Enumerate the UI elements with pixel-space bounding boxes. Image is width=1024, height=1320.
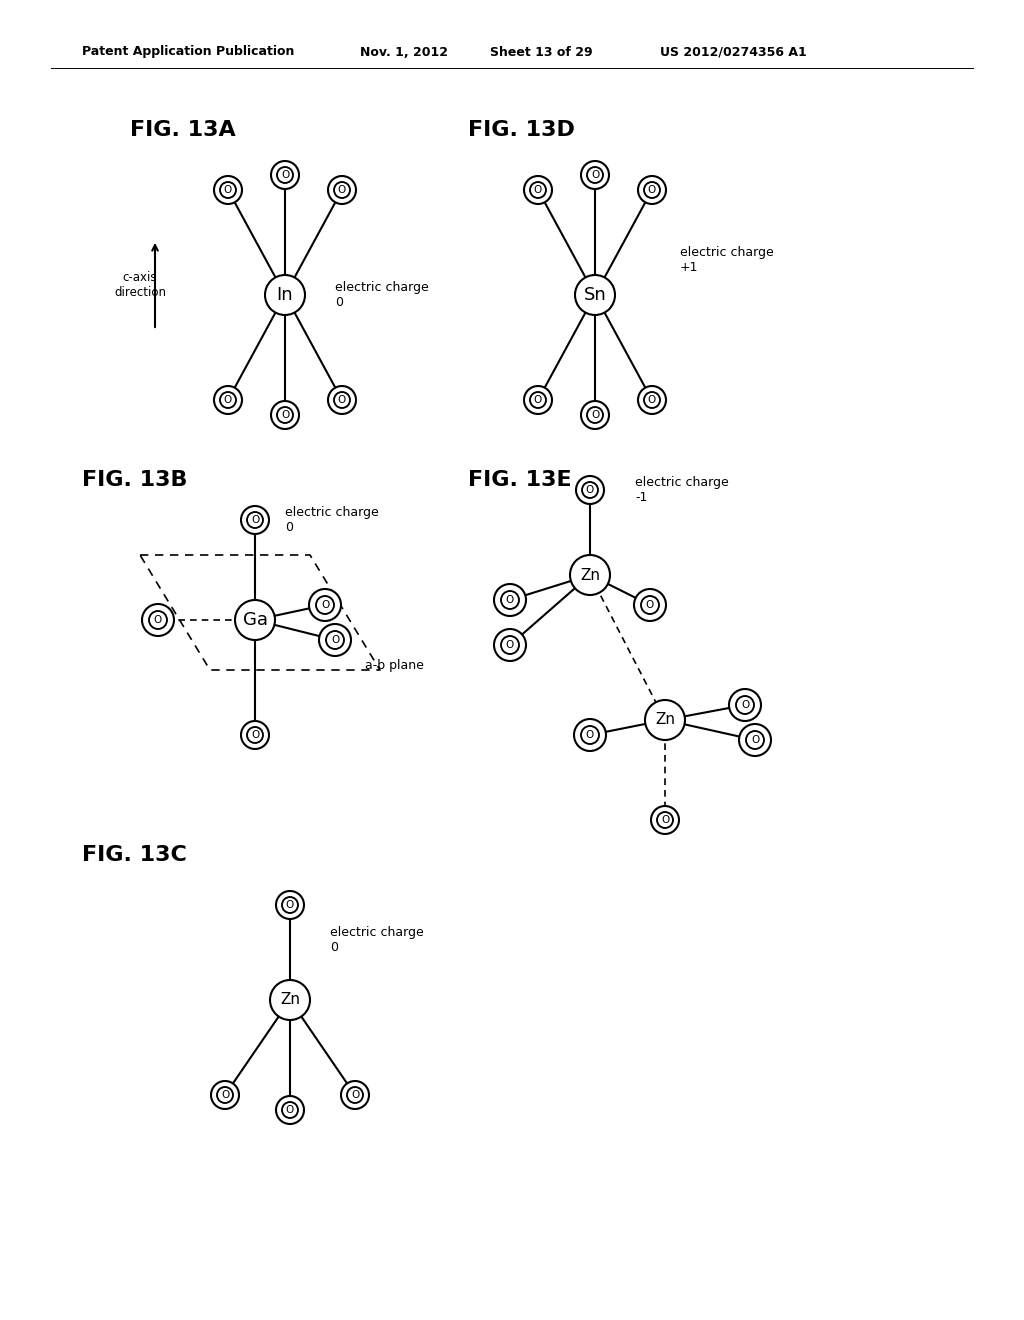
Text: electric charge
0: electric charge 0 [285,506,379,535]
Circle shape [270,979,310,1020]
Circle shape [524,176,552,205]
Text: FIG. 13A: FIG. 13A [130,120,236,140]
Text: Nov. 1, 2012: Nov. 1, 2012 [360,45,449,58]
Text: O: O [331,635,339,645]
Text: O: O [338,185,346,195]
Text: O: O [221,1090,229,1100]
Circle shape [494,630,526,661]
Circle shape [309,589,341,620]
Circle shape [581,401,609,429]
Text: electric charge
0: electric charge 0 [330,927,424,954]
Circle shape [271,401,299,429]
Circle shape [574,719,606,751]
Text: O: O [534,395,542,405]
Text: Zn: Zn [280,993,300,1007]
Circle shape [634,589,666,620]
Circle shape [319,624,351,656]
Text: O: O [591,411,599,420]
Text: Zn: Zn [580,568,600,582]
Text: O: O [154,615,162,624]
Circle shape [276,1096,304,1125]
Text: electric charge
-1: electric charge -1 [635,477,729,504]
Text: O: O [224,185,232,195]
Text: Sn: Sn [584,286,606,304]
Circle shape [241,506,269,535]
Text: electric charge
+1: electric charge +1 [680,246,774,275]
Text: O: O [351,1090,359,1100]
Text: O: O [338,395,346,405]
Text: O: O [286,1105,294,1115]
Circle shape [575,275,615,315]
Text: O: O [751,735,759,744]
Text: O: O [586,730,594,741]
Circle shape [575,477,604,504]
Text: In: In [276,286,293,304]
Circle shape [234,601,275,640]
Circle shape [328,176,356,205]
Circle shape [265,275,305,315]
Text: FIG. 13E: FIG. 13E [468,470,571,490]
Text: US 2012/0274356 A1: US 2012/0274356 A1 [660,45,807,58]
Text: O: O [281,170,289,180]
Circle shape [524,385,552,414]
Text: O: O [648,395,656,405]
Text: FIG. 13C: FIG. 13C [82,845,186,865]
Text: O: O [646,601,654,610]
Circle shape [494,583,526,616]
Text: c-axis
direction: c-axis direction [114,271,166,300]
Circle shape [214,385,242,414]
Text: O: O [251,515,259,525]
Text: O: O [591,170,599,180]
Text: O: O [586,484,594,495]
Circle shape [276,891,304,919]
Circle shape [651,807,679,834]
Text: O: O [506,595,514,605]
Circle shape [211,1081,239,1109]
Text: Patent Application Publication: Patent Application Publication [82,45,294,58]
Text: O: O [534,185,542,195]
Text: O: O [506,640,514,649]
Text: O: O [286,900,294,909]
Text: O: O [251,730,259,741]
Circle shape [328,385,356,414]
Circle shape [214,176,242,205]
Text: FIG. 13B: FIG. 13B [82,470,187,490]
Text: Zn: Zn [655,713,675,727]
Text: O: O [741,700,750,710]
Circle shape [341,1081,369,1109]
Text: O: O [648,185,656,195]
Circle shape [645,700,685,741]
Text: Sheet 13 of 29: Sheet 13 of 29 [490,45,593,58]
Text: Ga: Ga [243,611,267,630]
Circle shape [570,554,610,595]
Text: O: O [281,411,289,420]
Text: electric charge
0: electric charge 0 [335,281,429,309]
Circle shape [581,161,609,189]
Circle shape [638,176,666,205]
Circle shape [142,605,174,636]
Circle shape [729,689,761,721]
Text: O: O [660,814,669,825]
Circle shape [739,723,771,756]
Text: a-b plane: a-b plane [365,659,424,672]
Circle shape [271,161,299,189]
Circle shape [241,721,269,748]
Circle shape [638,385,666,414]
Text: O: O [321,601,329,610]
Text: FIG. 13D: FIG. 13D [468,120,574,140]
Text: O: O [224,395,232,405]
